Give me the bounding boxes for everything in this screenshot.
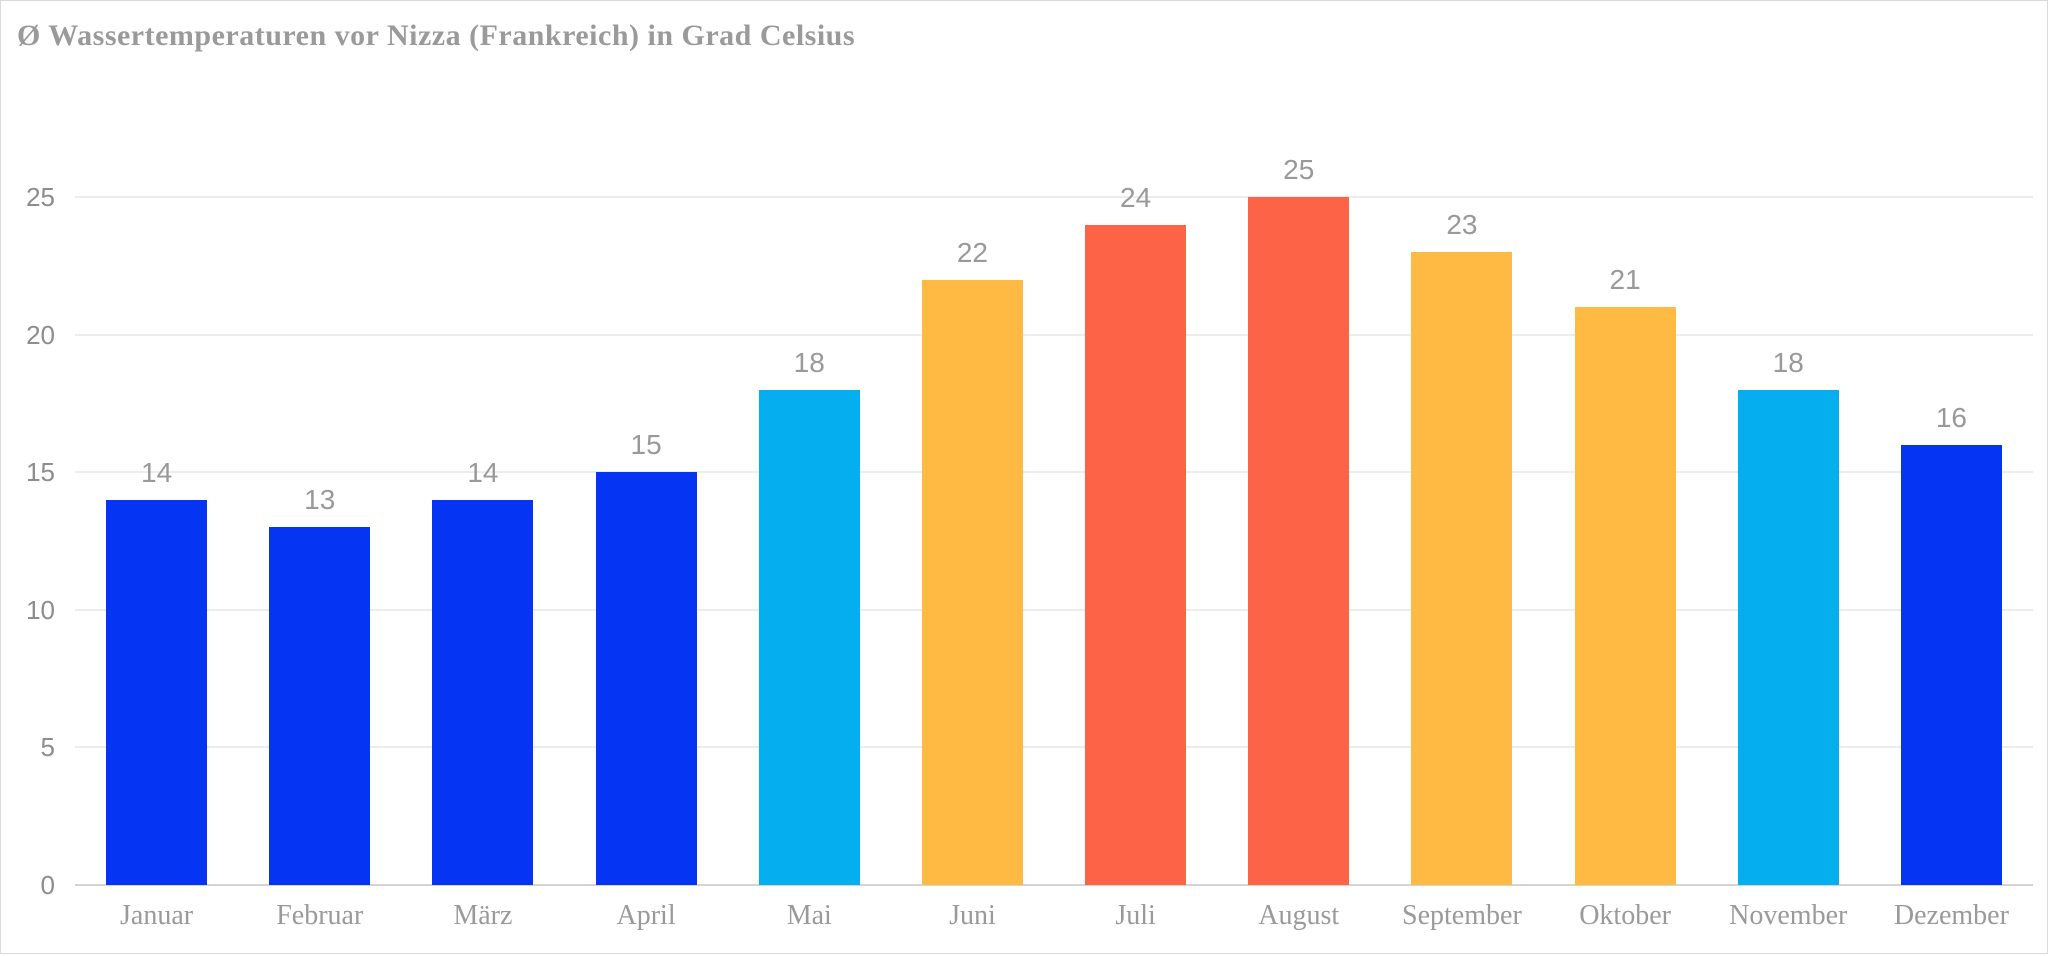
bar-januar — [106, 499, 208, 885]
y-tick-label-15: 15 — [26, 457, 55, 488]
bar-oktober — [1574, 307, 1676, 885]
gridline-10 — [75, 608, 2033, 611]
bar-value-label-august: 25 — [1283, 154, 1315, 185]
bar-maerz — [432, 499, 534, 885]
bar-november — [1737, 389, 1839, 885]
y-tick-label-20: 20 — [26, 319, 55, 350]
x-tick-label-juli: Juli — [1115, 900, 1156, 931]
x-tick-label-mai: Mai — [786, 900, 832, 931]
gridline-15 — [75, 471, 2033, 474]
x-tick-label-maerz: März — [453, 900, 513, 931]
x-tick-label-dezember: Dezember — [1893, 900, 2009, 931]
bar-value-label-januar: 14 — [141, 456, 173, 488]
y-tick-label-25: 25 — [26, 182, 55, 212]
x-tick-label-juni: Juni — [949, 900, 996, 931]
gridline-5 — [75, 746, 2033, 749]
x-tick-label-april: April — [616, 900, 676, 931]
bar-juni — [921, 279, 1023, 885]
bar-value-label-maerz: 14 — [467, 456, 499, 488]
bar-value-label-april: 15 — [630, 429, 662, 461]
bar-september — [1411, 252, 1513, 885]
gridline-25 — [75, 196, 2033, 198]
bar-value-label-september: 23 — [1446, 209, 1478, 241]
bar-value-label-februar: 13 — [304, 484, 336, 516]
bar-value-label-november: 18 — [1772, 346, 1804, 378]
x-tick-label-februar: Februar — [276, 900, 364, 931]
bar-value-label-juli: 24 — [1120, 181, 1152, 213]
bar-juli — [1085, 224, 1187, 885]
bar-dezember — [1900, 444, 2002, 885]
y-tick-label-5: 5 — [40, 732, 55, 763]
chart-title: Ø Wassertemperaturen vor Nizza (Frankrei… — [17, 19, 856, 52]
bar-value-label-dezember: 16 — [1935, 401, 1967, 433]
bar-value-label-oktober: 21 — [1609, 264, 1641, 296]
gridline-0 — [75, 884, 2033, 886]
x-tick-label-oktober: Oktober — [1579, 900, 1671, 931]
bar-value-label-mai: 18 — [793, 346, 825, 378]
plot-area: 14 13 14 15 18 22 24 25 23 21 18 16 — [75, 154, 2033, 886]
x-tick-label-november: November — [1729, 900, 1848, 931]
x-tick-label-januar: Januar — [120, 900, 194, 931]
bar-mai — [758, 389, 860, 885]
bar-februar — [269, 527, 371, 885]
bar-august — [1248, 197, 1350, 885]
y-tick-label-0: 0 — [40, 870, 55, 900]
bar-april — [595, 472, 697, 885]
gridline-20 — [75, 333, 2033, 336]
x-tick-label-september: September — [1402, 900, 1522, 931]
y-tick-label-10: 10 — [26, 594, 55, 625]
x-tick-label-august: August — [1258, 900, 1340, 931]
bar-value-label-juni: 22 — [956, 236, 988, 268]
